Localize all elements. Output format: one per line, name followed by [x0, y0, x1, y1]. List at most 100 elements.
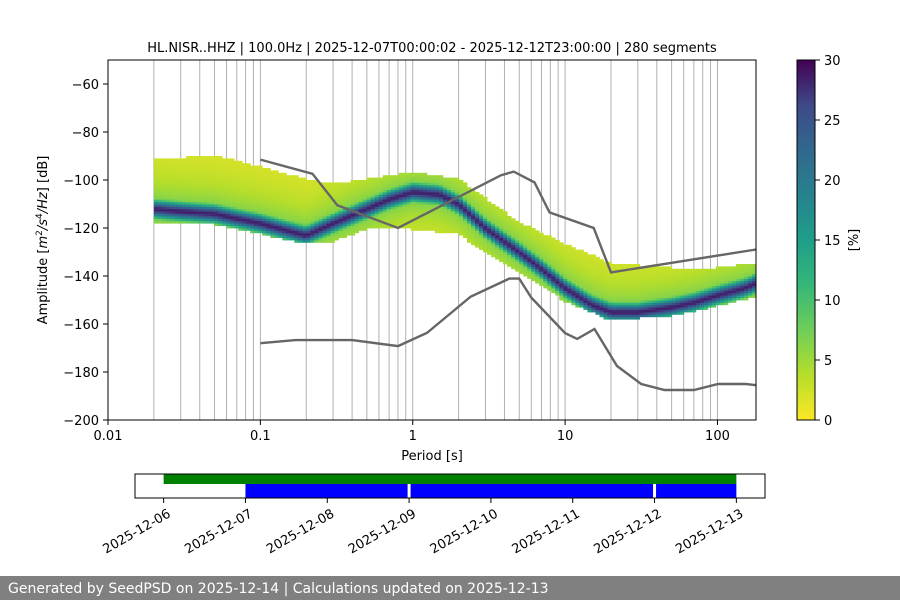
heatmap-cell	[346, 218, 351, 222]
heatmap-cell	[242, 170, 247, 174]
heatmap-cell	[495, 208, 500, 212]
heatmap-cell	[503, 252, 508, 255]
heatmap-cell	[230, 211, 235, 214]
heatmap-cell	[274, 228, 279, 231]
heatmap-cell	[326, 204, 331, 207]
heatmap-cell	[663, 290, 669, 294]
heatmap-cell	[266, 211, 271, 214]
heatmap-cell	[362, 180, 368, 183]
heatmap-cell	[623, 278, 628, 282]
heatmap-cell	[571, 247, 576, 250]
heatmap-cell	[515, 220, 520, 224]
heatmap-cell	[442, 220, 448, 224]
heatmap-cell	[222, 213, 227, 217]
heatmap-cell	[422, 194, 428, 198]
heatmap-cell	[527, 249, 532, 253]
heatmap-cell	[306, 199, 311, 202]
heatmap-cell	[370, 206, 376, 210]
heatmap-cell	[615, 278, 620, 282]
heatmap-cell	[603, 285, 608, 289]
heatmap-cell	[627, 288, 632, 291]
heatmap-cell	[169, 218, 175, 222]
heatmap-cell	[547, 235, 552, 238]
heatmap-cell	[643, 288, 649, 291]
heatmap-cell	[495, 232, 500, 236]
heatmap-cell	[446, 180, 452, 183]
timeline-tick-label: 2025-12-10	[428, 507, 501, 558]
heatmap-cell	[434, 199, 440, 202]
heatmap-cell	[366, 204, 372, 207]
heatmap-cell	[398, 206, 404, 210]
heatmap-cell	[442, 199, 448, 202]
heatmap-cell	[442, 196, 448, 200]
heatmap-cell	[523, 256, 528, 260]
heatmap-cell	[262, 192, 267, 195]
heatmap-cell	[181, 196, 187, 200]
heatmap-cell	[438, 175, 444, 178]
heatmap-cell	[495, 228, 500, 231]
heatmap-cell	[531, 247, 536, 250]
heatmap-cell	[173, 170, 179, 174]
heatmap-cell	[491, 211, 496, 214]
heatmap-cell	[230, 163, 235, 166]
heatmap-cell	[527, 252, 532, 255]
heatmap-cell	[454, 223, 460, 226]
heatmap-cell	[535, 235, 540, 238]
heatmap-cell	[735, 273, 741, 277]
heatmap-cell	[727, 285, 733, 289]
heatmap-cell	[631, 278, 636, 282]
heatmap-cell	[322, 230, 327, 234]
heatmap-cell	[422, 180, 428, 183]
heatmap-cell	[194, 208, 199, 212]
heatmap-cell	[189, 196, 195, 200]
heatmap-cell	[619, 278, 624, 282]
heatmap-cell	[487, 235, 492, 238]
heatmap-cell	[226, 175, 231, 178]
heatmap-cell	[715, 290, 721, 294]
heatmap-cell	[563, 249, 568, 253]
heatmap-cell	[499, 213, 504, 217]
heatmap-cell	[527, 232, 532, 236]
heatmap-cell	[679, 288, 685, 291]
heatmap-cell	[579, 256, 584, 260]
heatmap-cell	[575, 283, 580, 286]
heatmap-cell	[511, 261, 516, 265]
heatmap-cell	[358, 194, 364, 198]
heatmap-cell	[663, 295, 669, 298]
heatmap-cell	[185, 156, 191, 159]
heatmap-cell	[743, 288, 749, 291]
heatmap-cell	[426, 204, 432, 207]
heatmap-cell	[603, 283, 608, 286]
heatmap-cell	[442, 192, 448, 195]
heatmap-cell	[454, 180, 460, 183]
heatmap-cell	[410, 211, 416, 214]
heatmap-cell	[406, 172, 412, 176]
heatmap-cell	[262, 223, 267, 226]
heatmap-cell	[214, 218, 219, 222]
heatmap-cell	[214, 201, 219, 205]
heatmap-cell	[394, 208, 400, 212]
heatmap-cell	[402, 184, 408, 188]
heatmap-cell	[410, 187, 416, 190]
data-availability-timeline: 2025-12-06 2025-12-07 2025-12-08 2025-12-09…	[101, 473, 766, 558]
heatmap-cell	[462, 220, 468, 224]
heatmap-cell	[330, 218, 335, 222]
heatmap-cell	[475, 206, 480, 210]
heatmap-cell	[523, 237, 528, 241]
heatmap-cell	[466, 187, 472, 190]
heatmap-cell	[599, 264, 604, 267]
heatmap-cell	[298, 180, 303, 183]
heatmap-cell	[667, 297, 673, 301]
heatmap-cell	[727, 266, 733, 270]
heatmap-cell	[450, 194, 456, 198]
heatmap-cell	[350, 199, 355, 202]
heatmap-cell	[599, 271, 604, 274]
heatmap-cell	[475, 228, 480, 231]
heatmap-cell	[406, 177, 412, 181]
heatmap-cell	[687, 268, 693, 272]
heatmap-cell	[643, 273, 649, 277]
heatmap-cell	[735, 264, 741, 267]
heatmap-cell	[563, 244, 568, 248]
heatmap-cell	[266, 228, 271, 231]
heatmap-cell	[238, 172, 243, 176]
